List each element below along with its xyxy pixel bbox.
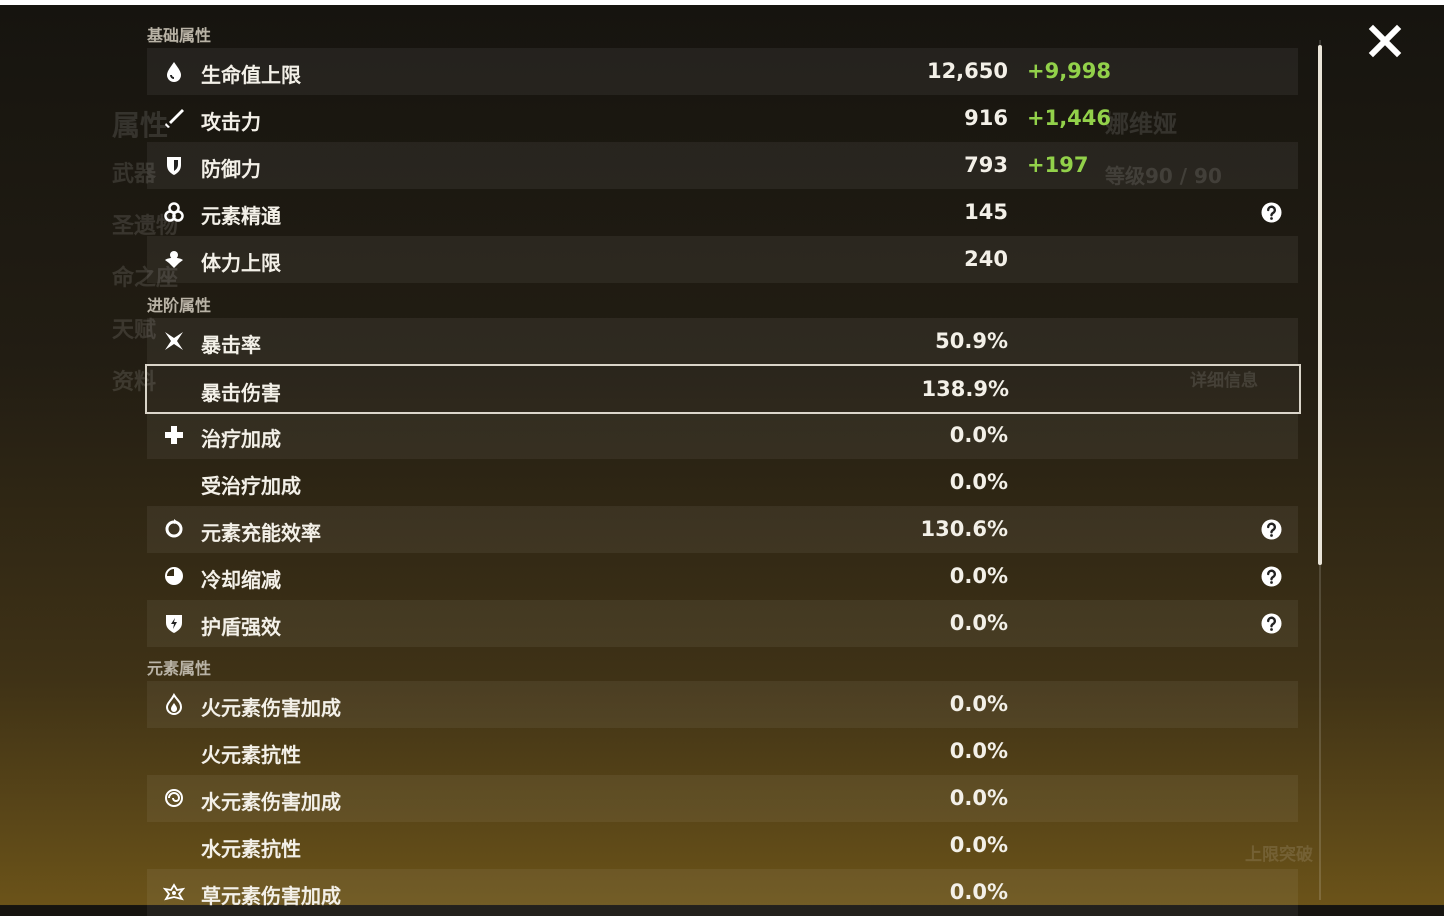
stat-label: 攻击力 bbox=[201, 110, 261, 134]
stat-label: 元素精通 bbox=[201, 204, 281, 228]
stat-value: 50.9% bbox=[935, 329, 1008, 353]
side-tab: 资料 bbox=[112, 370, 157, 395]
stat-row: 暴击率 50.9% bbox=[147, 318, 1298, 365]
stat-label: 护盾强效 bbox=[201, 615, 281, 639]
help-button[interactable] bbox=[1261, 566, 1282, 587]
scroll-thumb[interactable] bbox=[1318, 45, 1322, 565]
stat-row: 元素精通 145 bbox=[147, 189, 1298, 236]
ascend-button: 上限突破 bbox=[1245, 845, 1313, 865]
stat-row: 草元素伤害加成 0.0% bbox=[147, 869, 1298, 916]
stat-row: 攻击力 916 +1,446 bbox=[147, 95, 1298, 142]
help-button[interactable] bbox=[1261, 519, 1282, 540]
stat-icon bbox=[165, 332, 183, 350]
details-button: 详细信息 bbox=[1190, 371, 1258, 391]
stat-value: 145 bbox=[964, 200, 1008, 224]
stat-value: 130.6% bbox=[920, 517, 1008, 541]
stat-label: 水元素伤害加成 bbox=[201, 790, 341, 814]
stat-row: 水元素伤害加成 0.0% bbox=[147, 775, 1298, 822]
stat-icon bbox=[165, 693, 183, 715]
stat-row: 体力上限 240 bbox=[147, 236, 1298, 283]
close-button[interactable] bbox=[1368, 24, 1402, 58]
stat-label: 生命值上限 bbox=[201, 63, 301, 87]
section-title: 进阶属性 bbox=[147, 296, 212, 315]
stat-row: 治疗加成 0.0% bbox=[147, 412, 1298, 459]
stat-label: 冷却缩减 bbox=[201, 568, 281, 592]
help-button[interactable] bbox=[1261, 202, 1282, 223]
section-title: 元素属性 bbox=[147, 659, 212, 678]
stat-bonus: +1,446 bbox=[1027, 106, 1112, 130]
side-tab: 命之座 bbox=[112, 266, 179, 291]
stat-value: 240 bbox=[964, 247, 1008, 271]
stat-value: 0.0% bbox=[949, 470, 1008, 494]
stat-value: 0.0% bbox=[949, 423, 1008, 447]
stat-value: 0.0% bbox=[949, 739, 1008, 763]
stat-label: 受治疗加成 bbox=[201, 474, 301, 498]
stat-value: 138.9% bbox=[921, 377, 1009, 401]
side-tab: 属性 bbox=[112, 109, 169, 142]
stat-row: 冷却缩减 0.0% bbox=[147, 553, 1298, 600]
stat-icon bbox=[164, 202, 184, 222]
stat-value: 0.0% bbox=[949, 786, 1008, 810]
stat-row: 护盾强效 0.0% bbox=[147, 600, 1298, 647]
stat-label: 草元素伤害加成 bbox=[201, 884, 341, 908]
stat-label: 火元素抗性 bbox=[201, 743, 301, 767]
stat-value: 793 bbox=[964, 153, 1008, 177]
stat-row: 防御力 793 +197 bbox=[147, 142, 1298, 189]
stat-label: 暴击伤害 bbox=[201, 381, 281, 405]
stat-bonus: +197 bbox=[1027, 153, 1089, 177]
stat-label: 火元素伤害加成 bbox=[201, 696, 341, 720]
side-tab: 武器 bbox=[112, 162, 157, 187]
stat-icon bbox=[165, 251, 183, 268]
character-name: 娜维娅 bbox=[1105, 110, 1177, 138]
stat-icon bbox=[165, 426, 183, 444]
stat-row: 水元素抗性 0.0% bbox=[147, 822, 1298, 869]
top-bar bbox=[0, 0, 1444, 5]
stat-value: 0.0% bbox=[949, 611, 1008, 635]
stat-label: 治疗加成 bbox=[201, 427, 281, 451]
help-button[interactable] bbox=[1261, 613, 1282, 634]
stat-value: 12,650 bbox=[926, 59, 1008, 83]
stat-row: 受治疗加成 0.0% bbox=[147, 459, 1298, 506]
stat-value: 916 bbox=[964, 106, 1008, 130]
stat-icon bbox=[166, 615, 182, 633]
stat-row: 火元素抗性 0.0% bbox=[147, 728, 1298, 775]
stat-icon bbox=[167, 157, 181, 175]
stat-row[interactable]: 暴击伤害 138.9% bbox=[145, 364, 1301, 414]
stat-label: 暴击率 bbox=[201, 333, 261, 357]
stat-row: 火元素伤害加成 0.0% bbox=[147, 681, 1298, 728]
stat-icon bbox=[163, 883, 185, 901]
stat-label: 防御力 bbox=[201, 157, 261, 181]
stat-value: 0.0% bbox=[949, 692, 1008, 716]
stat-label: 体力上限 bbox=[201, 251, 281, 275]
stat-row: 元素充能效率 130.6% bbox=[147, 506, 1298, 553]
stat-icon bbox=[165, 567, 183, 585]
side-tab: 天赋 bbox=[112, 318, 157, 343]
stat-row: 生命值上限 12,650 +9,998 bbox=[147, 48, 1298, 95]
stat-value: 0.0% bbox=[949, 833, 1008, 857]
character-level: 等级90 / 90 bbox=[1105, 164, 1222, 188]
stat-value: 0.0% bbox=[949, 564, 1008, 588]
stat-bonus: +9,998 bbox=[1027, 59, 1112, 83]
section-title: 基础属性 bbox=[147, 26, 212, 45]
stat-label: 水元素抗性 bbox=[201, 837, 301, 861]
stat-icon bbox=[165, 789, 183, 807]
stat-icon bbox=[167, 62, 181, 82]
stat-value: 0.0% bbox=[949, 880, 1008, 904]
stat-icon bbox=[165, 519, 183, 538]
stat-label: 元素充能效率 bbox=[201, 521, 321, 545]
stat-icon bbox=[165, 109, 184, 128]
